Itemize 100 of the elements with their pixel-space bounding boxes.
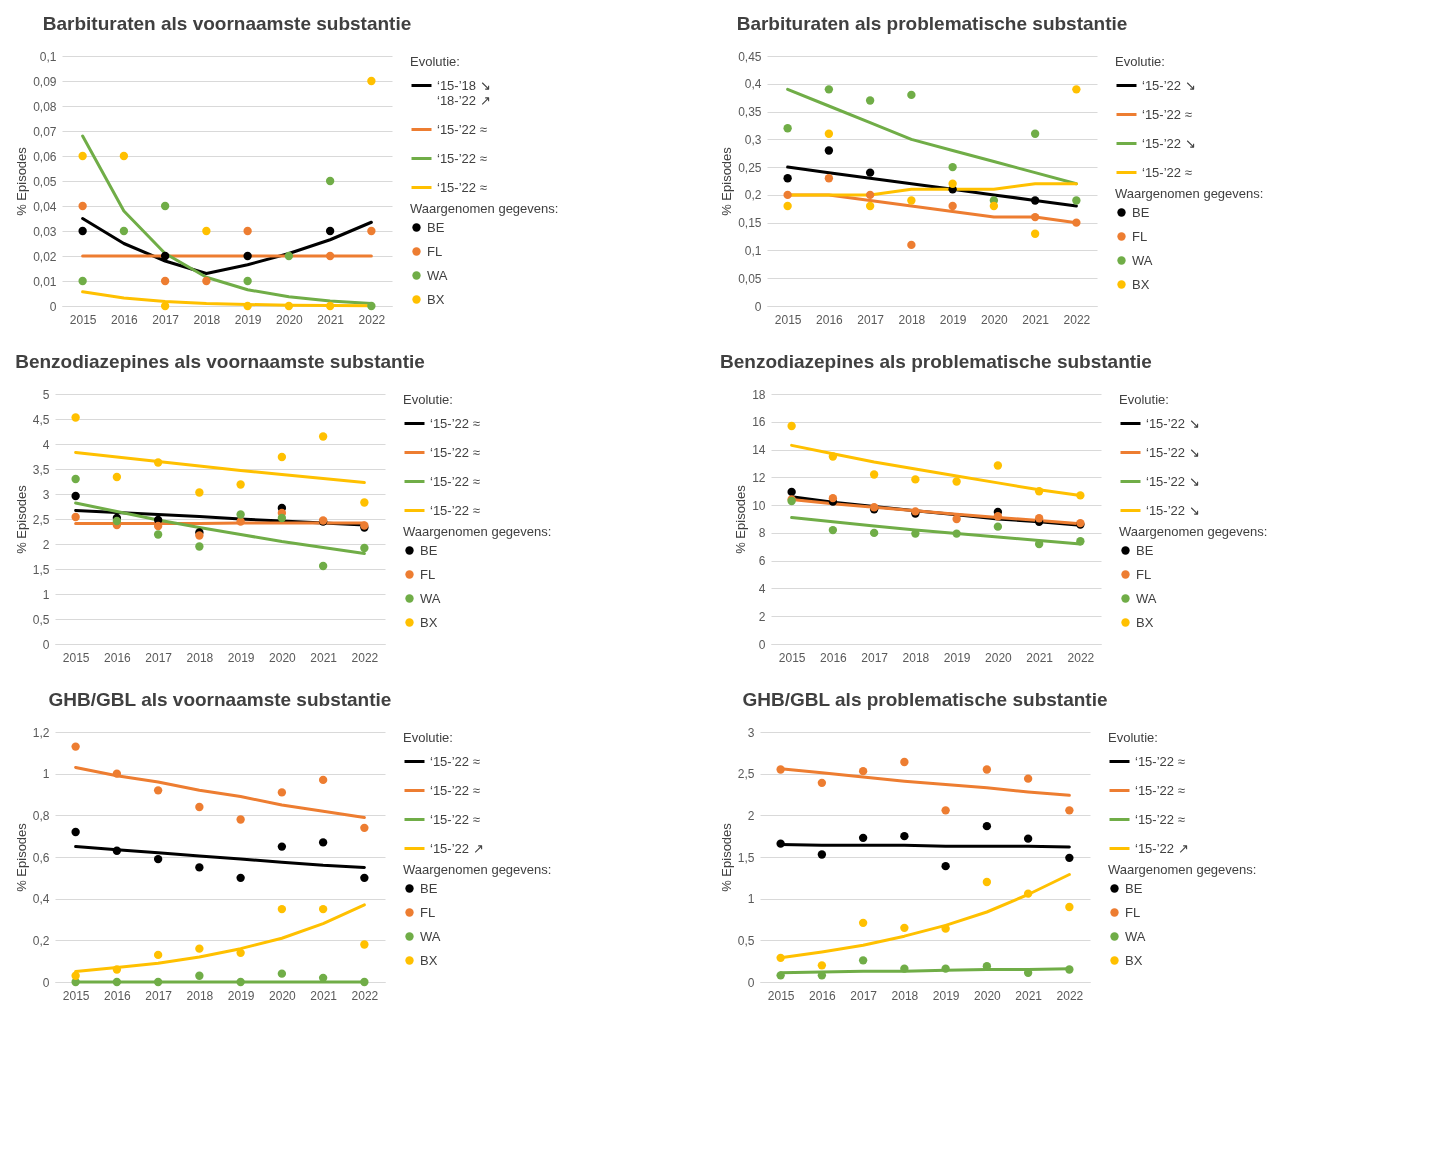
text: Evolutie: bbox=[410, 54, 460, 69]
point bbox=[824, 85, 834, 94]
point bbox=[907, 240, 916, 250]
point bbox=[1065, 902, 1074, 912]
point bbox=[277, 788, 287, 797]
point bbox=[153, 950, 163, 960]
y-tick-label: 6 bbox=[758, 554, 766, 569]
y-axis-title: % Episodes bbox=[718, 822, 734, 892]
point bbox=[243, 226, 252, 236]
x-tick-label: 2019 bbox=[234, 312, 262, 327]
y-tick-label: 5 bbox=[42, 387, 50, 402]
legend-label: ‘15-’22 ↘ bbox=[1146, 415, 1200, 431]
point bbox=[202, 276, 211, 286]
x-tick-label: 2017 bbox=[857, 312, 885, 327]
point bbox=[911, 475, 920, 484]
y-tick-label: 2 bbox=[747, 808, 755, 823]
legend-label: BX bbox=[427, 291, 445, 307]
y-tick-label: 0,6 bbox=[32, 850, 50, 865]
y-tick-label: 8 bbox=[758, 526, 766, 541]
x-tick-label: 2018 bbox=[902, 650, 930, 665]
point bbox=[1072, 218, 1081, 227]
legend-label: FL bbox=[1125, 904, 1141, 920]
point bbox=[828, 493, 838, 503]
y-tick-label: 0,03 bbox=[33, 224, 57, 239]
line-series bbox=[74, 845, 366, 869]
y-tick-label: 0,4 bbox=[32, 892, 50, 907]
point bbox=[900, 831, 909, 841]
legend-label: ‘15-’22 ≈ bbox=[430, 753, 480, 769]
point bbox=[900, 964, 909, 973]
x-tick-label: 2020 bbox=[974, 988, 1002, 1003]
point bbox=[817, 778, 827, 788]
point bbox=[900, 923, 909, 933]
y-tick-label: 0,35 bbox=[738, 105, 762, 120]
y-tick-label: 0,07 bbox=[33, 124, 57, 139]
point bbox=[284, 301, 294, 311]
x-tick-label: 2016 bbox=[104, 650, 132, 665]
x-tick-label: 2016 bbox=[111, 312, 139, 327]
legend-label: FL bbox=[420, 904, 436, 920]
legend-label: WA bbox=[420, 590, 441, 606]
y-tick-label: 2,5 bbox=[32, 512, 50, 527]
chart-title: Benzodiazepines als voornaamste substantie bbox=[15, 351, 425, 372]
y-tick-label: 1 bbox=[42, 587, 50, 602]
point bbox=[236, 480, 245, 489]
point bbox=[941, 806, 950, 815]
legend-label: ‘15-’22 ≈ bbox=[430, 444, 480, 460]
point bbox=[243, 276, 252, 286]
point bbox=[858, 766, 868, 776]
legend-label: ‘15-’22 ≈ bbox=[430, 502, 480, 518]
y-tick-label: 0,02 bbox=[33, 249, 57, 264]
legend-label: ‘15-’18 ↘ ‘18-’22 ↗ bbox=[437, 77, 491, 108]
x-tick-label: 2019 bbox=[939, 312, 967, 327]
point bbox=[318, 904, 328, 914]
point bbox=[195, 971, 204, 980]
legend-label: BE bbox=[1125, 880, 1143, 896]
point bbox=[360, 823, 369, 833]
point bbox=[236, 517, 245, 526]
legend-label: ‘15-’22 ↘ bbox=[1142, 135, 1196, 151]
y-tick-label: 16 bbox=[752, 415, 766, 430]
y-tick-label: 4,5 bbox=[32, 412, 50, 427]
point bbox=[783, 124, 792, 133]
point bbox=[153, 977, 163, 987]
x-tick-label: 2021 bbox=[310, 988, 338, 1003]
y-tick-label: 0,06 bbox=[33, 149, 57, 164]
legend-label: ‘15-’22 ≈ bbox=[1142, 164, 1192, 180]
legend-label: BE bbox=[420, 542, 438, 558]
point bbox=[783, 201, 792, 211]
point bbox=[900, 757, 909, 767]
y-tick-label: 4 bbox=[758, 581, 766, 596]
x-tick-label: 2016 bbox=[104, 988, 132, 1003]
x-tick-label: 2020 bbox=[276, 312, 304, 327]
point bbox=[153, 458, 163, 467]
point bbox=[112, 977, 122, 987]
y-tick-label: 0,25 bbox=[738, 160, 762, 175]
y-tick-label: 0 bbox=[49, 299, 57, 314]
point bbox=[318, 561, 328, 571]
legend-label: BX bbox=[1132, 276, 1150, 292]
x-tick-label: 2018 bbox=[193, 312, 221, 327]
y-tick-label: 0,05 bbox=[738, 271, 762, 286]
point bbox=[277, 452, 287, 462]
point bbox=[1030, 212, 1040, 222]
legend-label: BX bbox=[1136, 614, 1154, 630]
point bbox=[195, 802, 204, 812]
point bbox=[824, 174, 834, 183]
point bbox=[243, 301, 252, 311]
point bbox=[1023, 774, 1033, 783]
legend-label: ‘15-’22 ↘ bbox=[1142, 77, 1196, 93]
x-tick-label: 2022 bbox=[1067, 650, 1095, 665]
point bbox=[1030, 129, 1040, 138]
point bbox=[952, 529, 961, 538]
point bbox=[858, 918, 868, 928]
point bbox=[243, 251, 252, 261]
point bbox=[236, 977, 245, 987]
y-tick-label: 10 bbox=[752, 498, 766, 513]
legend-label: ‘15-’22 ≈ bbox=[437, 179, 487, 195]
point bbox=[277, 842, 287, 851]
y-tick-label: 0 bbox=[747, 975, 755, 990]
point bbox=[160, 251, 170, 261]
legend-label: WA bbox=[420, 928, 441, 944]
x-tick-label: 2018 bbox=[898, 312, 926, 327]
point bbox=[817, 850, 827, 859]
